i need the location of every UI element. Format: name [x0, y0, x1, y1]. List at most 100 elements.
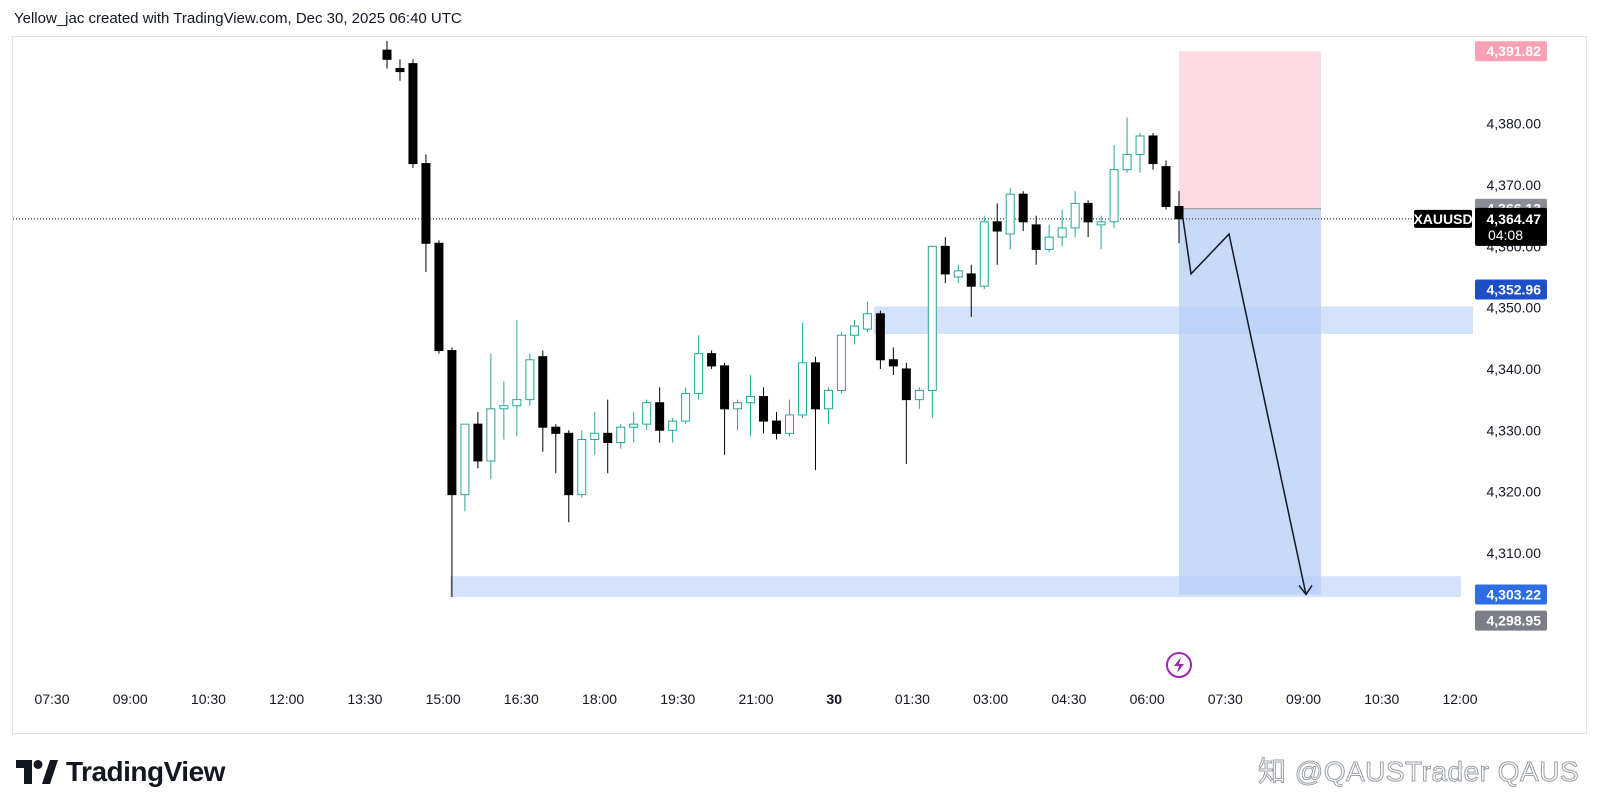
candle-body: [940, 245, 950, 275]
candle-body: [564, 432, 574, 496]
watermark: 知 @QAUSTrader QAUS: [1257, 756, 1580, 788]
countdown-label: 04:08: [1488, 227, 1523, 243]
price-tag: [1475, 279, 1547, 300]
chart-svg[interactable]: 4,310.00 4,320.00 4,330.00 4,340.00 4,350.00…: [13, 37, 1586, 733]
candle-body: [1083, 202, 1093, 223]
candle-body: [590, 432, 600, 440]
candle-body: [1109, 169, 1119, 223]
candle-body: [772, 420, 782, 434]
y-tick-label: 4,340.00: [1487, 361, 1542, 377]
y-tick-label: 4,350.00: [1487, 300, 1542, 316]
x-tick-label: 09:00: [1286, 691, 1321, 707]
candle-body: [1018, 193, 1028, 223]
candle-body: [888, 359, 898, 367]
tradingview-logo-icon: [16, 760, 58, 784]
candle-body: [616, 426, 626, 444]
candle-body: [668, 420, 678, 431]
candle-body: [694, 353, 704, 394]
x-tick-label: 16:30: [504, 691, 539, 707]
y-tick-label: 4,370.00: [1487, 177, 1542, 193]
x-tick-label: 12:00: [269, 691, 304, 707]
candle-body: [836, 334, 846, 391]
price-tag-label: 4,303.22: [1487, 586, 1542, 602]
candle-body: [862, 313, 872, 330]
symbol-label: XAUUSD: [1413, 211, 1472, 227]
candle-body: [1148, 135, 1158, 165]
candle-body: [953, 270, 963, 278]
x-tick-label: 03:00: [973, 691, 1008, 707]
projection-path: [1182, 218, 1307, 595]
candle-body: [1044, 236, 1054, 250]
candle-body: [875, 313, 885, 361]
x-tick-label: 01:30: [895, 691, 930, 707]
x-tick-label: 19:30: [660, 691, 695, 707]
candle-body: [421, 163, 431, 244]
candle-body: [551, 426, 561, 434]
candle-body: [1096, 221, 1106, 226]
x-tick-label: 30: [826, 691, 842, 707]
x-tick-label: 09:00: [113, 691, 148, 707]
x-tick-label: 07:30: [34, 691, 69, 707]
y-tick-label: 4,380.00: [1487, 116, 1542, 132]
chart-header: Yellow_jac created with TradingView.com,…: [14, 10, 462, 27]
candle-body: [797, 362, 807, 416]
candle-body: [823, 389, 833, 410]
price-tag: [1475, 41, 1547, 62]
candle-body: [395, 68, 405, 73]
x-tick-label: 04:30: [1051, 691, 1086, 707]
candle-body: [992, 221, 1002, 232]
x-tick-label: 21:00: [738, 691, 773, 707]
candle-body: [733, 402, 743, 410]
candle-body: [538, 356, 548, 428]
price-tag: [1475, 610, 1547, 631]
candle-body: [901, 368, 911, 401]
candle-body: [1005, 193, 1015, 235]
candle-body: [1122, 153, 1132, 171]
x-tick-label: 10:30: [1364, 691, 1399, 707]
price-tag-label: 4,391.82: [1487, 43, 1542, 59]
candle-body: [577, 438, 587, 496]
candle-body: [720, 365, 730, 410]
last-price-tag: [1475, 207, 1547, 246]
last-price-label: 4,364.47: [1487, 211, 1542, 227]
candle-body: [486, 408, 496, 462]
candle-body: [1070, 202, 1080, 229]
x-tick-label: 18:00: [582, 691, 617, 707]
x-tick-label: 13:30: [347, 691, 382, 707]
candle-body: [434, 242, 444, 352]
candle-body: [499, 405, 509, 410]
candle-body: [525, 359, 535, 401]
candle-body: [1031, 224, 1041, 250]
candle-body: [408, 63, 418, 165]
candle-body: [655, 402, 665, 431]
x-tick-label: 06:00: [1130, 691, 1165, 707]
candle-body: [707, 353, 717, 367]
candle-body: [512, 399, 522, 407]
take-profit-zone: [1179, 208, 1321, 595]
candle-body: [746, 396, 756, 404]
candle-body: [1174, 205, 1184, 220]
x-tick-label: 07:30: [1208, 691, 1243, 707]
candle-body: [1135, 135, 1145, 155]
candle-body: [629, 423, 639, 428]
candle-body: [979, 221, 989, 287]
candle-body: [382, 49, 392, 60]
candle-body: [927, 245, 937, 391]
candle-body: [603, 432, 613, 444]
lightning-bolt: [1174, 657, 1184, 673]
x-tick-label: 15:00: [426, 691, 461, 707]
candle-body: [784, 414, 794, 434]
candle-body: [966, 273, 976, 287]
candle-body: [473, 423, 483, 462]
candle-body: [460, 423, 470, 496]
chart-frame[interactable]: 4,310.00 4,320.00 4,330.00 4,340.00 4,350.00…: [12, 36, 1587, 734]
candle-body: [642, 402, 652, 425]
stop-loss-zone: [1179, 51, 1321, 209]
candle-body: [1057, 227, 1067, 238]
y-tick-label: 4,320.00: [1487, 484, 1542, 500]
candle-body: [447, 350, 457, 496]
candle-body: [810, 362, 820, 410]
x-tick-label: 10:30: [191, 691, 226, 707]
y-tick-label: 4,330.00: [1487, 422, 1542, 438]
symbol-tag: [1414, 209, 1472, 228]
